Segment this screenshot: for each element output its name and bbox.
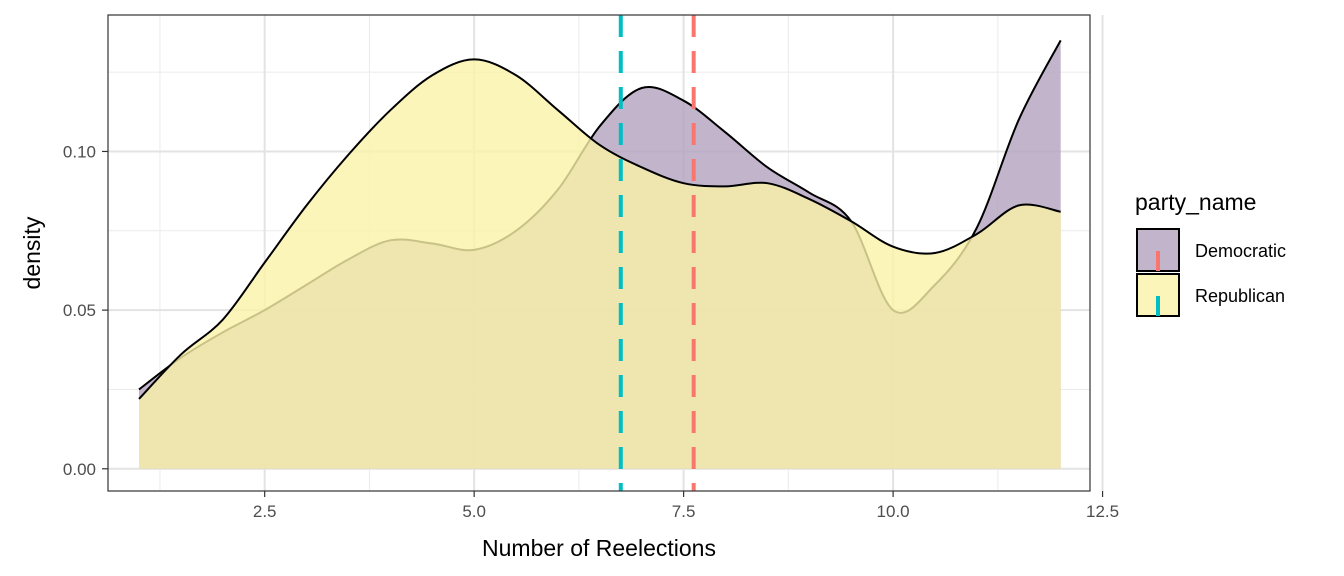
mean-lines: [618, 15, 696, 491]
x-tick-label: 5.0: [462, 502, 486, 521]
density-curve-republican: [138, 58, 1061, 400]
y-axis-title: density: [19, 216, 45, 289]
legend-label-republican: Republican: [1195, 286, 1285, 306]
legend: party_name Democratic Republican: [1135, 189, 1286, 317]
x-tick-label: 7.5: [672, 502, 696, 521]
y-tick-label: 0.05: [63, 301, 96, 320]
x-tick-label: 10.0: [877, 502, 910, 521]
density-areas: [138, 39, 1062, 469]
x-tick-label: 12.5: [1086, 502, 1119, 521]
axes: 2.5 5.0 7.5 10.0 12.5 0.00 0.05 0.10: [63, 142, 1119, 521]
x-axis-title: Number of Reelections: [482, 535, 716, 561]
y-tick-label: 0.10: [63, 142, 96, 161]
density-area-republican: [139, 59, 1061, 469]
x-tick-label: 2.5: [253, 502, 277, 521]
legend-title: party_name: [1135, 189, 1256, 215]
panel-border: [107, 14, 1091, 492]
legend-items: Democratic Republican: [1136, 228, 1286, 317]
legend-label-democratic: Democratic: [1195, 241, 1286, 261]
y-tick-label: 0.00: [63, 460, 96, 479]
